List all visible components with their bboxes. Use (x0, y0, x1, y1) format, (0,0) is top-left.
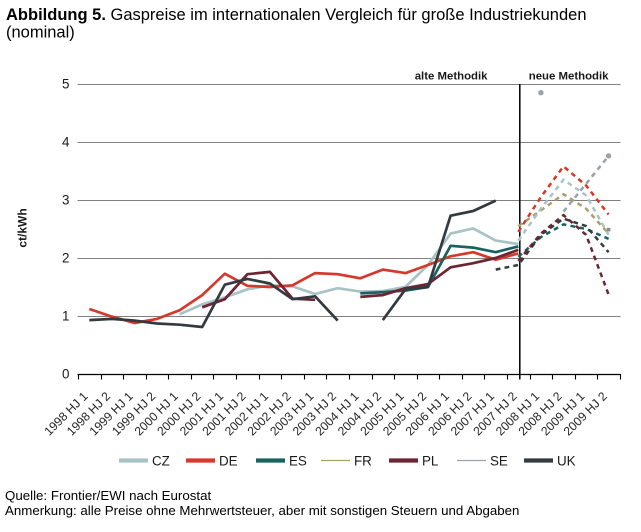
svg-text:0: 0 (62, 367, 69, 382)
svg-text:Quelle: Frontier/EWI nach Euro: Quelle: Frontier/EWI nach Eurostat (5, 488, 211, 503)
svg-text:ct/kWh: ct/kWh (15, 208, 29, 247)
svg-text:4: 4 (62, 135, 70, 150)
svg-text:DE: DE (219, 453, 238, 468)
svg-text:UK: UK (557, 453, 576, 468)
svg-text:ES: ES (289, 453, 307, 468)
svg-text:alte Methodik: alte Methodik (415, 71, 488, 83)
svg-text:neue Methodik: neue Methodik (529, 71, 609, 83)
svg-text:CZ: CZ (152, 453, 170, 468)
svg-text:2: 2 (62, 251, 69, 266)
svg-text:Abbildung 5. Gaspreise im inte: Abbildung 5. Gaspreise im internationale… (6, 6, 587, 24)
svg-text:PL: PL (422, 453, 438, 468)
svg-text:(nominal): (nominal) (6, 23, 75, 41)
svg-text:1: 1 (62, 309, 69, 324)
svg-text:3: 3 (62, 193, 69, 208)
svg-text:Anmerkung: alle Preise ohne Me: Anmerkung: alle Preise ohne Mehrwertsteu… (5, 503, 519, 518)
svg-text:FR: FR (354, 453, 372, 468)
svg-text:SE: SE (490, 453, 508, 468)
svg-text:5: 5 (62, 77, 69, 92)
